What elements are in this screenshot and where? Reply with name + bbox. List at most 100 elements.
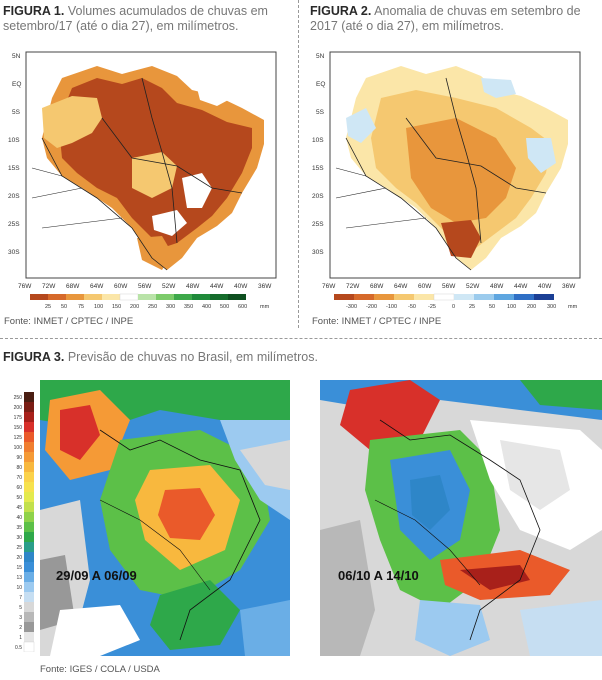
- fig3-scale-value: 250: [14, 395, 23, 401]
- fig1-lat-tick: 15S: [8, 165, 20, 172]
- fig2-scale-value: -300: [346, 304, 357, 310]
- fig1-lat-tick: 25S: [8, 221, 20, 228]
- vertical-divider: [298, 0, 299, 328]
- fig1-scale-value: 250: [148, 304, 157, 310]
- fig3-scale-value: 1: [19, 635, 22, 641]
- fig1-lat-tick: 30S: [8, 249, 20, 256]
- fig1-lat-tick: 5N: [12, 53, 21, 60]
- fig2-lon-tick: 76W: [322, 283, 336, 290]
- fig3-scale-value: 2: [19, 625, 22, 631]
- fig2-lon-ticks: 76W 72W 68W 64W 60W 56W 52W 48W 44W 40W …: [322, 283, 576, 290]
- fig1-lon-tick: 68W: [66, 283, 80, 290]
- fig1-lat-tick: EQ: [12, 81, 21, 88]
- fig1-scale-value: 350: [184, 304, 193, 310]
- fig1-lon-tick: 48W: [186, 283, 200, 290]
- figure2-label: FIGURA 2.: [310, 4, 372, 18]
- fig3-scale-value: 70: [16, 475, 22, 481]
- figure1-text: Volumes acumulados de chuvas em setembro…: [3, 4, 268, 33]
- figure2-map: 5N EQ 5S 10S 15S 20S 25S 30S 76W 72W 68W…: [312, 51, 581, 310]
- figure1-map: 5N EQ 5S 10S 15S 20S 25S 30S 76W 72W 68W…: [8, 51, 277, 310]
- fig2-lat-tick: 30S: [312, 249, 324, 256]
- fig2-lon-tick: 52W: [466, 283, 480, 290]
- fig2-lat-ticks: 5N EQ 5S 10S 15S 20S 25S 30S: [312, 53, 325, 256]
- fig3-scale-value: 35: [16, 525, 22, 531]
- fig1-lat-ticks: 5N EQ 5S 10S 15S 20S 25S 30S: [8, 53, 21, 256]
- fig3-scale-value: 90: [16, 455, 22, 461]
- fig1-color-scale: [30, 293, 246, 301]
- fig3-map1-period-label: 29/09 A 06/09: [56, 568, 137, 583]
- fig1-lon-tick: 52W: [162, 283, 176, 290]
- fig1-scale-value: 200: [130, 304, 139, 310]
- fig2-scale-value: 300: [547, 304, 556, 310]
- fig2-scale-value: 50: [489, 304, 495, 310]
- fig1-source: Fonte: INMET / CPTEC / INPE: [4, 316, 134, 327]
- fig2-lat-tick: EQ: [316, 81, 325, 88]
- fig3-forecast-map-2: 06/10 A 14/10: [320, 380, 602, 656]
- fig2-scale-value: -100: [386, 304, 397, 310]
- fig1-lat-tick: 20S: [8, 193, 20, 200]
- fig3-scale-value: 40: [16, 515, 22, 521]
- fig1-lon-tick: 64W: [90, 283, 104, 290]
- fig2-lat-tick: 25S: [312, 221, 324, 228]
- fig3-scale-value: 100: [14, 445, 23, 451]
- fig2-scale-unit: mm: [568, 304, 578, 310]
- fig3-scale-value: 125: [14, 435, 23, 441]
- fig2-source: Fonte: INMET / CPTEC / INPE: [312, 316, 442, 327]
- figure3-caption: FIGURA 3. Previsão de chuvas no Brasil, …: [3, 350, 593, 365]
- figure3-text: Previsão de chuvas no Brasil, em milímet…: [67, 350, 318, 364]
- fig3-source: Fonte: IGES / COLA / USDA: [40, 664, 160, 675]
- fig1-scale-value: 500: [220, 304, 229, 310]
- fig2-lon-tick: 44W: [514, 283, 528, 290]
- fig3-scale-value: 80: [16, 465, 22, 471]
- fig3-map2-period-label: 06/10 A 14/10: [338, 568, 419, 583]
- fig1-lon-tick: 36W: [258, 283, 272, 290]
- fig3-scale-value: 150: [14, 425, 23, 431]
- fig2-lat-tick: 5S: [316, 109, 325, 116]
- figure1-caption: FIGURA 1. Volumes acumulados de chuvas e…: [3, 4, 293, 34]
- fig2-lon-tick: 48W: [490, 283, 504, 290]
- fig1-rain-fill: [42, 66, 264, 270]
- fig3-scale-value: 7: [19, 595, 22, 601]
- fig3-scale-value: 50: [16, 495, 22, 501]
- fig2-lat-tick: 20S: [312, 193, 324, 200]
- fig3-scale-value: 0.5: [15, 645, 22, 651]
- fig3-scale-value: 200: [14, 405, 23, 411]
- figure1-label: FIGURA 1.: [3, 4, 65, 18]
- fig1-lon-tick: 40W: [234, 283, 248, 290]
- fig1-lon-tick: 60W: [114, 283, 128, 290]
- fig2-color-scale: [334, 293, 554, 301]
- fig2-lon-tick: 60W: [418, 283, 432, 290]
- fig2-scale-value: 0: [452, 304, 455, 310]
- fig1-scale-value: 50: [61, 304, 67, 310]
- fig3-scale-value: 30: [16, 535, 22, 541]
- fig3-scale-value: 15: [16, 565, 22, 571]
- fig2-scale-value: -50: [408, 304, 416, 310]
- fig1-scale-value: 25: [45, 304, 51, 310]
- fig2-scale-value: 100: [507, 304, 516, 310]
- fig3-scale-value: 25: [16, 545, 22, 551]
- fig1-lon-tick: 76W: [18, 283, 32, 290]
- fig3-scale-value: 5: [19, 605, 22, 611]
- fig1-lon-ticks: 76W 72W 68W 64W 60W 56W 52W 48W 44W 40W …: [18, 283, 272, 290]
- fig1-lon-tick: 72W: [42, 283, 56, 290]
- fig1-scale-value: 150: [112, 304, 121, 310]
- fig2-lat-tick: 15S: [312, 165, 324, 172]
- fig2-lon-tick: 56W: [442, 283, 456, 290]
- fig1-lon-tick: 56W: [138, 283, 152, 290]
- fig2-lon-tick: 72W: [346, 283, 360, 290]
- fig3-scale-value: 10: [16, 585, 22, 591]
- fig1-scale-value: 75: [78, 304, 84, 310]
- fig3-color-scale: 250 200 175 150 125 100 90 80 70 60 50 4…: [4, 392, 38, 653]
- fig1-scale-value: 600: [238, 304, 247, 310]
- fig2-lon-tick: 36W: [562, 283, 576, 290]
- figure3-label: FIGURA 3.: [3, 350, 65, 364]
- fig3-scale-value: 175: [14, 415, 23, 421]
- fig2-scale-value: -25: [428, 304, 436, 310]
- fig2-lat-tick: 10S: [312, 137, 324, 144]
- fig3-scale-value: 60: [16, 485, 22, 491]
- fig1-scale-value: 300: [166, 304, 175, 310]
- fig2-anomaly-fill: [346, 66, 568, 270]
- fig3-scale-value: 45: [16, 505, 22, 511]
- fig1-lon-tick: 44W: [210, 283, 224, 290]
- fig3-scale-value: 20: [16, 555, 22, 561]
